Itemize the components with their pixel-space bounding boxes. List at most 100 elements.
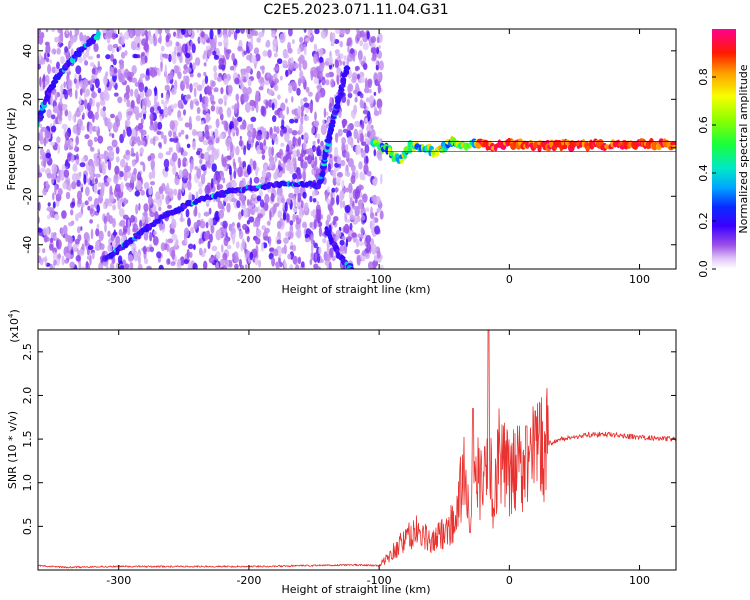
colorbar-label: Normalized spectral amplitude (737, 64, 750, 233)
noise-speck (74, 238, 80, 245)
noise-speck (203, 211, 210, 217)
noise-speck (81, 79, 88, 90)
noise-speck (340, 159, 346, 167)
noise-speck (149, 211, 156, 218)
noise-speck (199, 36, 205, 43)
noise-speck (354, 189, 360, 200)
noise-speck (240, 29, 245, 34)
noise-speck (54, 117, 58, 125)
noise-speck (240, 81, 244, 91)
noise-speck (153, 35, 158, 47)
noise-speck (200, 173, 206, 185)
noise-speck (184, 237, 188, 245)
noise-speck (155, 29, 158, 38)
noise-speck (187, 243, 194, 250)
noise-speck (370, 47, 377, 54)
noise-speck (361, 250, 367, 257)
noise-speck (370, 103, 374, 109)
noise-speck (367, 80, 372, 89)
noise-speck (302, 60, 308, 70)
noise-speck (303, 202, 309, 212)
noise-speck (210, 224, 215, 234)
noise-speck (75, 254, 81, 262)
noise-speck (164, 167, 169, 172)
noise-speck (220, 64, 226, 71)
noise-speck (175, 238, 179, 246)
noise-speck (87, 205, 91, 211)
noise-speck (232, 233, 237, 239)
noise-speck (91, 74, 95, 82)
noise-speck (125, 149, 131, 156)
noise-speck (341, 142, 345, 151)
noise-speck (336, 156, 342, 165)
noise-speck (96, 223, 100, 230)
y-tick-label: -40 (21, 236, 34, 254)
noise-speck (360, 227, 365, 235)
noise-speck (146, 265, 152, 269)
noise-speck (291, 244, 297, 252)
noise-speck (145, 34, 149, 43)
noise-speck (273, 248, 279, 257)
noise-speck (61, 123, 68, 130)
noise-speck (91, 67, 96, 75)
noise-speck (128, 71, 135, 78)
noise-speck (210, 178, 214, 189)
noise-speck (229, 120, 234, 131)
noise-speck (78, 103, 84, 113)
noise-speck (234, 263, 239, 269)
noise-speck (243, 145, 247, 156)
noise-speck (344, 211, 348, 220)
noise-speck (169, 189, 174, 199)
noise-speck (66, 234, 72, 243)
x-tick-label: -300 (106, 574, 131, 587)
noise-speck (119, 265, 125, 269)
noise-speck (294, 118, 299, 124)
noise-speck (339, 40, 344, 48)
noise-speck (53, 105, 59, 114)
noise-speck (253, 206, 259, 213)
noise-speck (237, 156, 242, 164)
noise-speck (249, 251, 254, 261)
noise-speck (136, 180, 142, 191)
noise-speck (269, 126, 273, 137)
noise-speck (375, 46, 380, 55)
colorbar-tick-label: 0.2 (697, 212, 710, 230)
noise-speck (148, 34, 154, 45)
trace-point (343, 66, 351, 71)
noise-speck (256, 70, 261, 80)
noise-speck (158, 206, 162, 212)
noise-speck (124, 68, 129, 79)
noise-speck (57, 109, 63, 119)
noise-speck (228, 128, 231, 137)
noise-speck (362, 42, 369, 51)
noise-speck (74, 144, 78, 152)
noise-speck (189, 172, 192, 182)
noise-speck (118, 228, 123, 237)
noise-speck (327, 163, 332, 173)
noise-speck (147, 216, 152, 222)
noise-speck (50, 125, 57, 133)
noise-speck (286, 144, 290, 152)
noise-speck (347, 84, 352, 94)
noise-speck (213, 173, 216, 182)
noise-speck (43, 52, 47, 60)
noise-speck (112, 43, 119, 49)
noise-speck (186, 56, 189, 65)
noise-speck (85, 261, 89, 268)
noise-speck (193, 222, 198, 230)
noise-speck (335, 132, 339, 143)
noise-speck (344, 171, 348, 176)
noise-speck (77, 211, 83, 218)
noise-speck (117, 96, 123, 104)
noise-speck (223, 78, 229, 85)
noise-speck (354, 96, 358, 103)
noise-speck (239, 124, 245, 130)
noise-speck (90, 146, 95, 152)
noise-speckle-layer (38, 29, 384, 269)
noise-speck (325, 111, 329, 117)
noise-speck (79, 249, 85, 256)
noise-speck (200, 120, 204, 125)
noise-speck (311, 70, 318, 78)
noise-speck (78, 171, 82, 177)
noise-speck (260, 177, 266, 184)
